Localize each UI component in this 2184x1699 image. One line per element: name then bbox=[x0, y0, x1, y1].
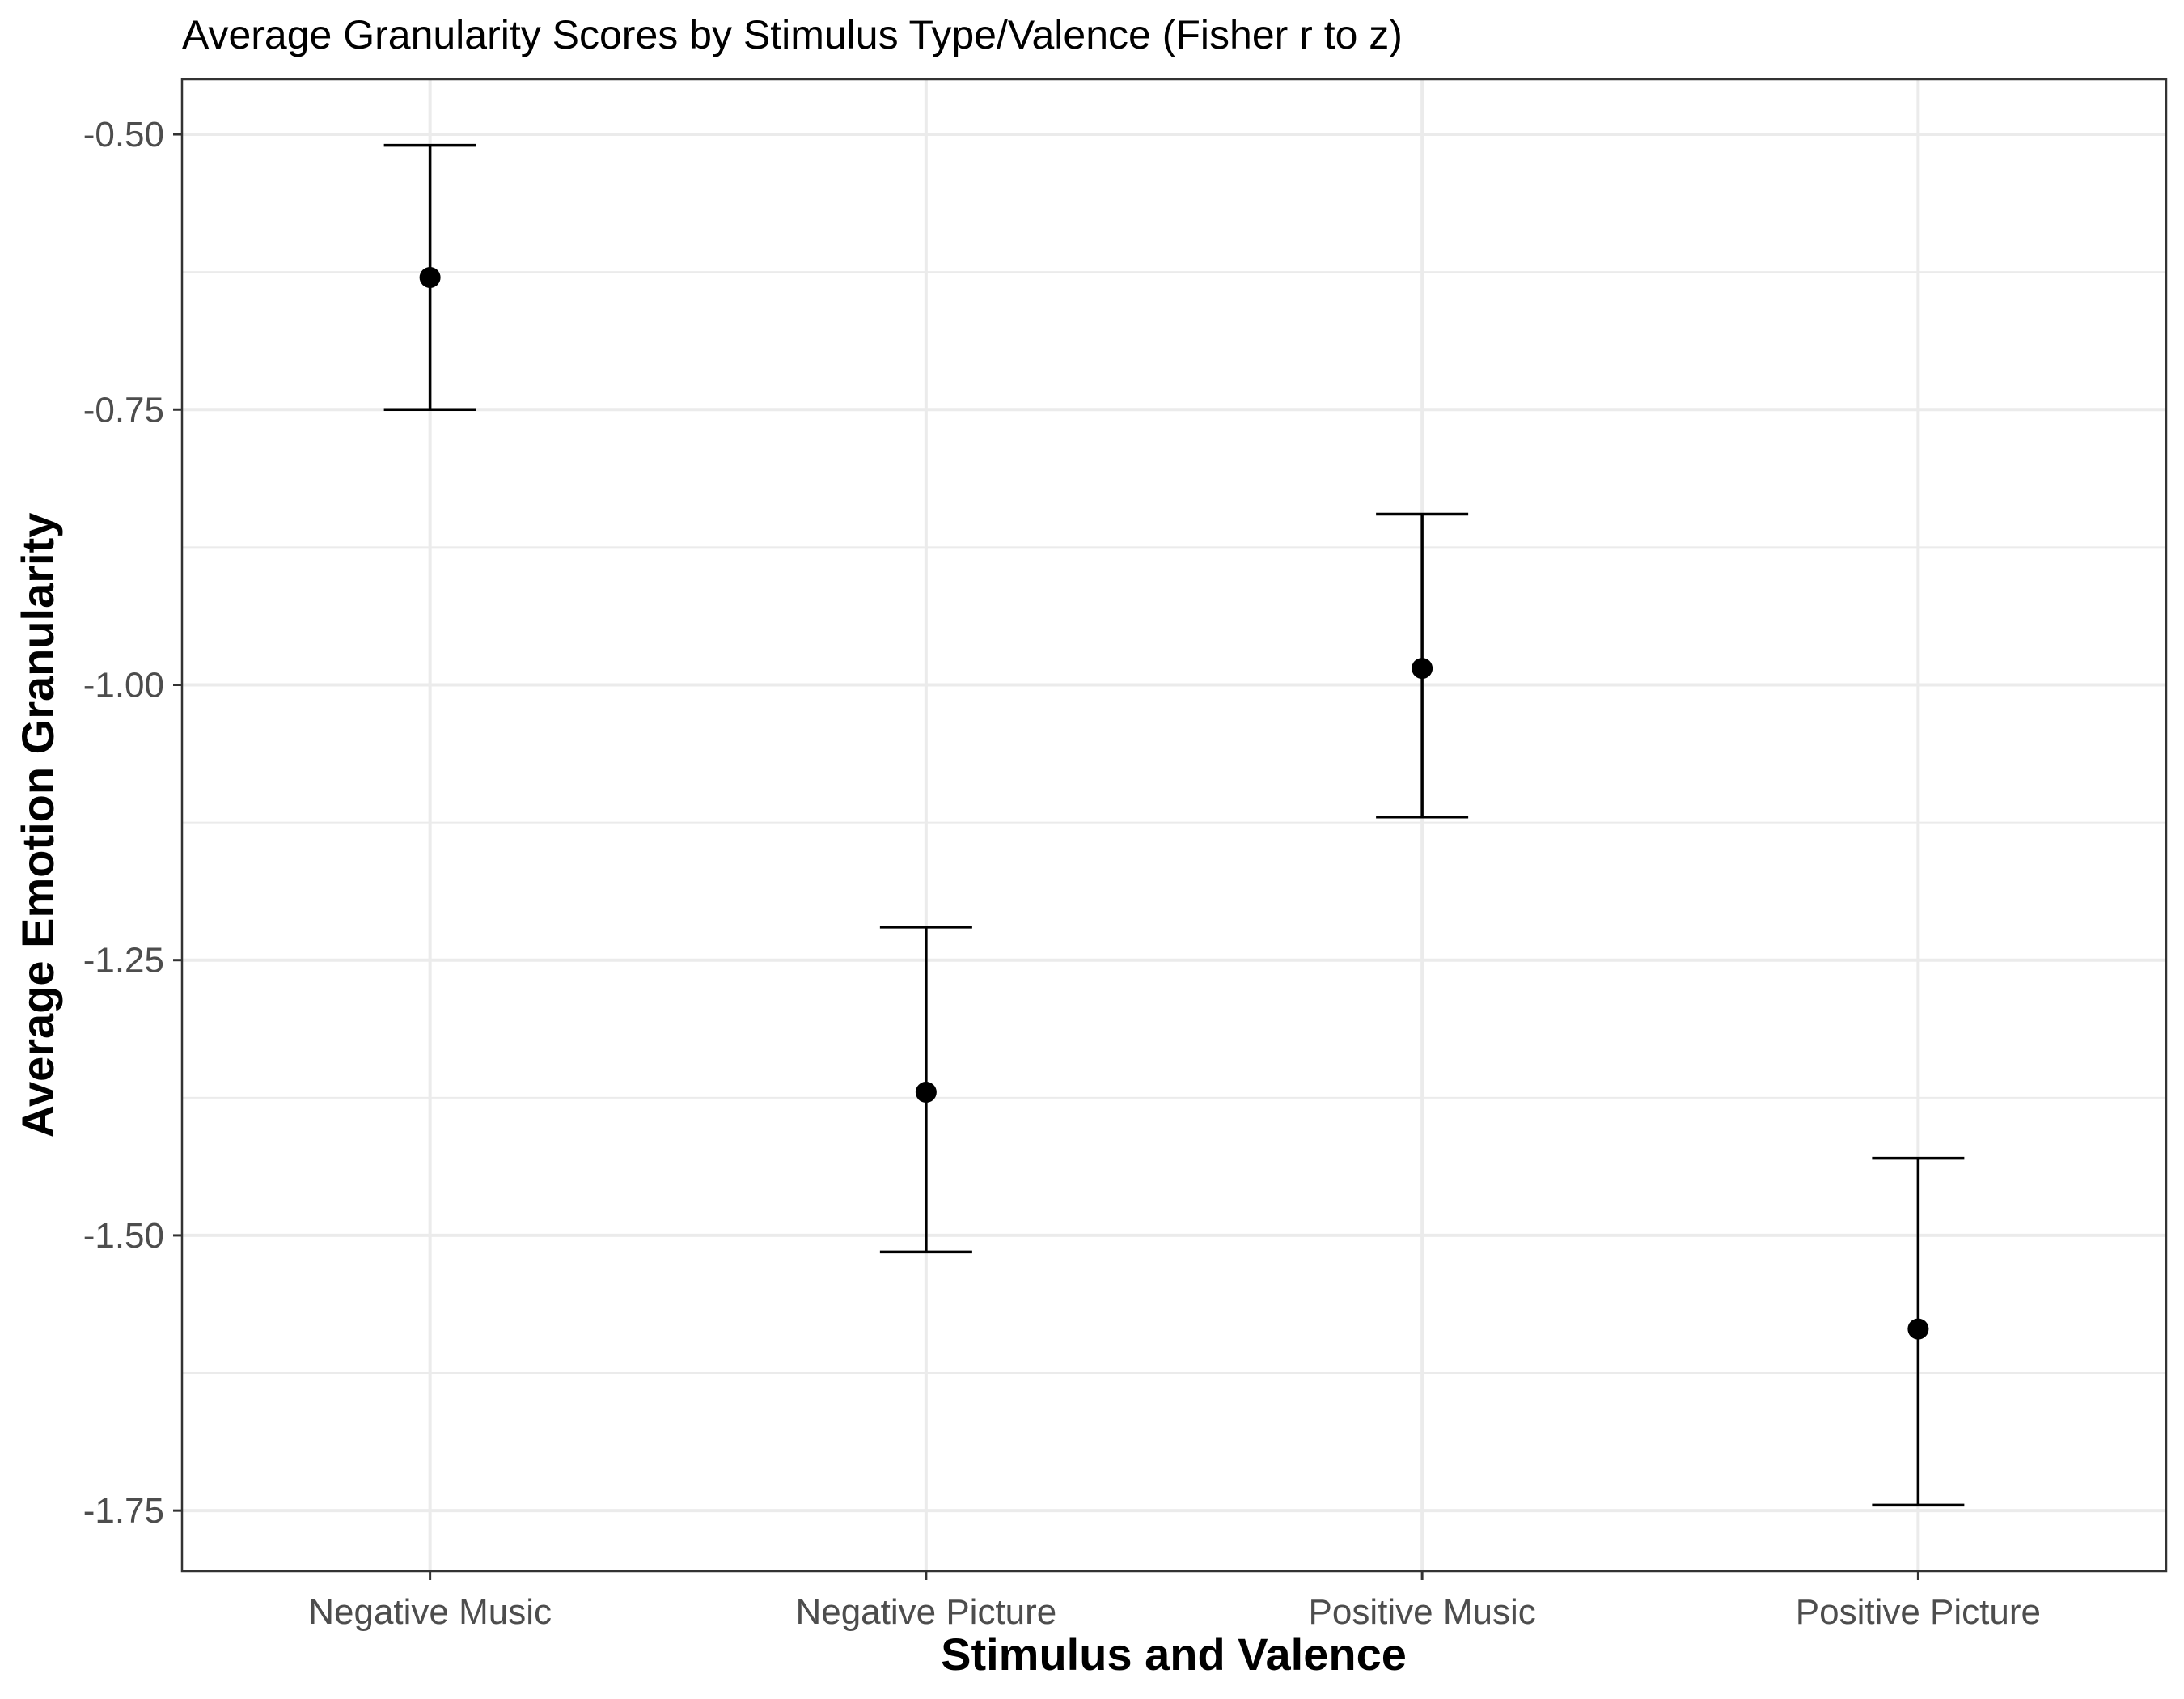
axis-ticks: -0.50 -0.75 -1.00 -1.25 -1.50 -1.75 Negative M… bbox=[83, 115, 2041, 1632]
data-point bbox=[1412, 658, 1433, 680]
x-axis-title: Stimulus and Valence bbox=[941, 1629, 1407, 1680]
y-tick-label: -1.00 bbox=[83, 665, 164, 705]
y-tick-label: -1.75 bbox=[83, 1491, 164, 1531]
x-tick-label: Negative Music bbox=[308, 1592, 552, 1632]
y-tick-label: -0.50 bbox=[83, 115, 164, 155]
y-tick-label: -0.75 bbox=[83, 390, 164, 430]
data-point bbox=[419, 266, 441, 288]
data-point bbox=[915, 1082, 937, 1104]
grid-layer bbox=[182, 79, 2166, 1571]
y-axis-title: Average Emotion Granularity bbox=[12, 513, 63, 1138]
x-tick-label: Negative Picture bbox=[795, 1592, 1056, 1632]
data-point bbox=[1907, 1318, 1929, 1340]
x-tick-label: Positive Picture bbox=[1796, 1592, 2041, 1632]
chart-title: Average Granularity Scores by Stimulus T… bbox=[182, 12, 1403, 57]
plot-panel bbox=[180, 78, 2168, 1573]
x-tick-label: Positive Music bbox=[1309, 1592, 1536, 1632]
y-tick-label: -1.50 bbox=[83, 1216, 164, 1256]
data-marks bbox=[383, 143, 1965, 1507]
y-tick-label: -1.25 bbox=[83, 941, 164, 981]
